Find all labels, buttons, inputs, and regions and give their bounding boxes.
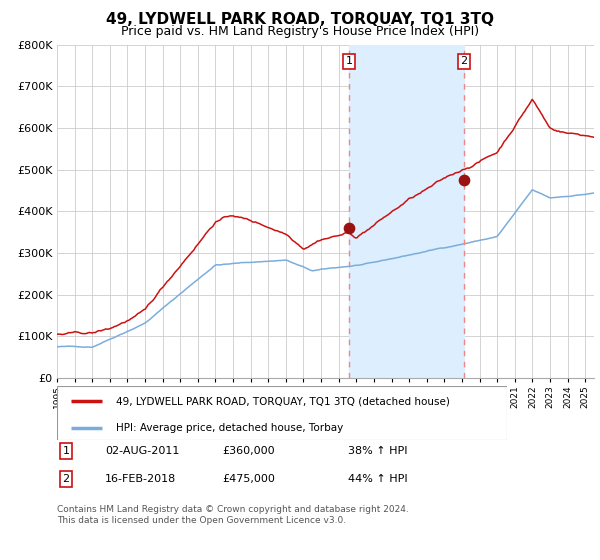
Text: 49, LYDWELL PARK ROAD, TORQUAY, TQ1 3TQ: 49, LYDWELL PARK ROAD, TORQUAY, TQ1 3TQ [106,12,494,27]
Text: Contains HM Land Registry data © Crown copyright and database right 2024.
This d: Contains HM Land Registry data © Crown c… [57,505,409,525]
Point [460,176,469,185]
Text: 2: 2 [62,474,70,484]
Bar [349,45,464,378]
Text: 16-FEB-2018: 16-FEB-2018 [105,474,176,484]
Text: 1: 1 [62,446,70,456]
FancyBboxPatch shape [57,386,507,440]
Text: 02-AUG-2011: 02-AUG-2011 [105,446,179,456]
Text: HPI: Average price, detached house, Torbay: HPI: Average price, detached house, Torb… [115,423,343,433]
Text: £475,000: £475,000 [222,474,275,484]
Text: 2: 2 [461,57,468,67]
Text: 38% ↑ HPI: 38% ↑ HPI [348,446,407,456]
Text: 1: 1 [346,57,352,67]
Text: £360,000: £360,000 [222,446,275,456]
Text: 44% ↑ HPI: 44% ↑ HPI [348,474,407,484]
Text: 49, LYDWELL PARK ROAD, TORQUAY, TQ1 3TQ (detached house): 49, LYDWELL PARK ROAD, TORQUAY, TQ1 3TQ … [115,396,449,407]
Point [344,223,354,232]
Text: Price paid vs. HM Land Registry's House Price Index (HPI): Price paid vs. HM Land Registry's House … [121,25,479,38]
